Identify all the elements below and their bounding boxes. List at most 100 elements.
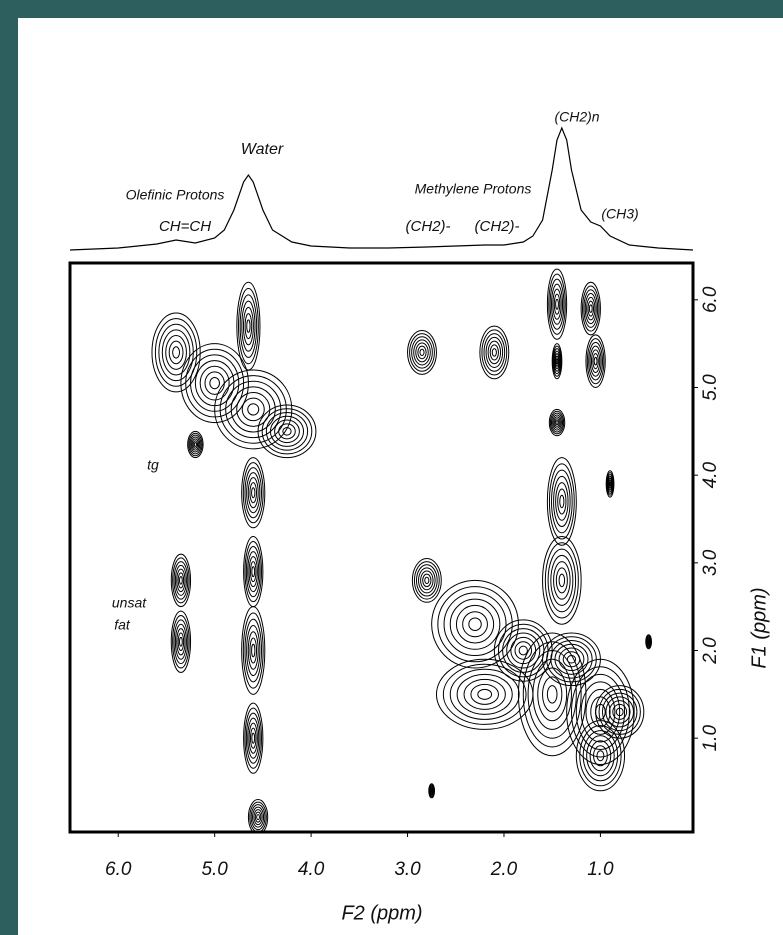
contour-line xyxy=(489,344,499,361)
contour-line xyxy=(493,619,553,682)
contour-line xyxy=(420,570,434,591)
contour-line xyxy=(409,333,435,372)
annotation: (CH2)- xyxy=(406,218,451,235)
annotation: tg xyxy=(147,457,159,473)
contour-line xyxy=(553,561,571,600)
contour-line xyxy=(209,376,220,390)
contour-line xyxy=(593,745,608,767)
contour-line xyxy=(170,553,192,608)
contour-line xyxy=(407,330,437,375)
contour-line xyxy=(606,472,614,496)
contour-line xyxy=(411,336,433,369)
contour-line xyxy=(542,676,563,713)
contour-line xyxy=(612,703,628,720)
contour-line xyxy=(609,481,612,487)
contour-line xyxy=(172,346,181,359)
contour-line xyxy=(548,463,575,540)
contour-line xyxy=(242,306,254,346)
contour-line xyxy=(243,702,264,774)
contour-line xyxy=(190,436,201,453)
contour-line xyxy=(158,323,194,382)
contour-line xyxy=(553,416,561,429)
contour-line xyxy=(244,618,263,683)
contour-line xyxy=(585,688,616,735)
contour-line xyxy=(189,434,202,455)
contour-line xyxy=(247,799,269,832)
contour-line xyxy=(415,342,429,363)
contour-line xyxy=(194,360,235,407)
contour-line xyxy=(595,703,606,720)
contour-line xyxy=(647,640,650,644)
contour-line xyxy=(588,341,603,381)
contour-line xyxy=(173,561,189,600)
contour-line xyxy=(593,356,598,366)
contour-line xyxy=(431,579,519,669)
contour-line xyxy=(553,348,561,375)
contour-line xyxy=(413,339,431,366)
contour-line xyxy=(252,806,265,828)
contour-line xyxy=(586,735,615,777)
contour-line xyxy=(589,740,612,772)
contour-line xyxy=(424,576,430,585)
contour-line xyxy=(549,410,565,435)
contour-line xyxy=(249,801,267,832)
annotation: Water xyxy=(241,141,284,158)
contour-line xyxy=(546,457,577,546)
x-tick-label: 6.0 xyxy=(105,859,132,880)
contour-line xyxy=(542,536,582,625)
y-tick-label: 2.0 xyxy=(700,637,721,665)
annotation: Olefinic Protons xyxy=(126,187,225,203)
contour-line xyxy=(165,335,187,370)
contour-line xyxy=(584,293,597,325)
contour-line xyxy=(570,666,630,758)
contour-line xyxy=(586,296,596,321)
contour-line xyxy=(468,617,482,631)
contour-line xyxy=(487,340,502,365)
contour-line xyxy=(246,624,261,677)
contour-line xyxy=(251,643,256,658)
contour-line xyxy=(428,783,436,799)
x-tick-label: 3.0 xyxy=(394,859,421,880)
contour-line xyxy=(170,610,192,673)
contour-line xyxy=(546,685,558,704)
contour-line xyxy=(437,586,513,663)
contour-line xyxy=(479,325,510,380)
x-tick-label: 5.0 xyxy=(201,859,228,880)
contour-line xyxy=(549,278,565,330)
contour-line xyxy=(477,688,493,700)
contour-line xyxy=(241,606,266,695)
contour-line xyxy=(554,418,560,427)
contour-line xyxy=(589,345,602,377)
contour-line xyxy=(253,809,263,826)
contour-line xyxy=(244,707,263,769)
contour-line xyxy=(248,722,258,754)
contour-line xyxy=(542,632,601,687)
y-axis-label: F1 (ppm) xyxy=(748,587,770,668)
contour-line xyxy=(553,350,561,372)
contour-line xyxy=(575,673,626,750)
contour-line xyxy=(548,273,566,335)
contour-line xyxy=(251,487,256,499)
contour-line xyxy=(607,475,613,492)
annotation: (CH2)- xyxy=(475,218,520,235)
x-axis-label: F2 (ppm) xyxy=(341,902,422,924)
contour-line xyxy=(176,568,186,593)
contour-line xyxy=(552,414,562,431)
contour-line xyxy=(419,348,425,357)
contour-line xyxy=(236,392,271,427)
contour-line xyxy=(491,348,497,357)
contour-line xyxy=(247,477,259,509)
contour-line xyxy=(506,632,541,669)
contour-line xyxy=(558,647,585,672)
contour-line xyxy=(245,546,261,598)
contour-line xyxy=(244,467,263,519)
contour-line xyxy=(582,285,600,332)
contour-line xyxy=(249,482,258,504)
contour-line xyxy=(241,457,266,529)
contour-line xyxy=(430,789,433,793)
contour-line xyxy=(449,668,520,720)
contour-line xyxy=(553,293,561,315)
contour-line xyxy=(551,412,564,433)
contour-line xyxy=(246,319,251,333)
contour-line xyxy=(607,477,613,491)
